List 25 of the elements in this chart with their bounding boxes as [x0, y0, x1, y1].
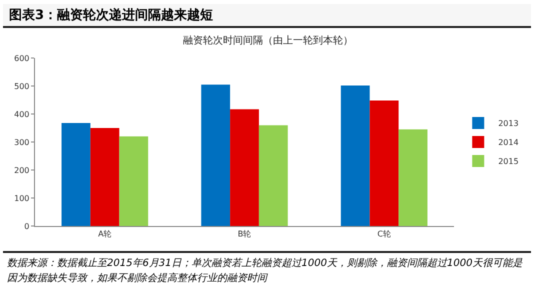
- bar: [370, 100, 399, 226]
- y-tick-label: 500: [14, 82, 30, 91]
- source-note: 数据来源：数据截止至2015年6月31日；单次融资若上轮融资超过1000天，则剔除，融资间隔超过1000天很可能是因为数据缺失导致，如果不剔除会提高整体行业的融资时间: [3, 251, 531, 289]
- legend-label: 2015: [498, 157, 519, 166]
- bar: [201, 84, 230, 226]
- y-tick-label: 400: [14, 110, 30, 119]
- y-tick-label: 200: [14, 166, 30, 175]
- x-tick-label: B轮: [238, 230, 252, 239]
- x-tick-label: C轮: [377, 230, 391, 239]
- y-tick-label: 100: [14, 194, 30, 203]
- chart-title: 图表3：融资轮次递进间隔越来越短: [3, 4, 531, 28]
- y-tick-label: 600: [14, 54, 30, 63]
- x-tick-label: A轮: [98, 230, 112, 239]
- legend-label: 2013: [498, 119, 519, 128]
- bar: [90, 128, 120, 226]
- y-tick-label: 0: [24, 222, 30, 231]
- bar: [119, 136, 148, 226]
- bar: [398, 129, 428, 226]
- y-tick-label: 300: [14, 138, 30, 147]
- bar: [62, 122, 90, 226]
- chart-subtitle: 融资轮次时间间隔（由上一轮到本轮）: [183, 34, 353, 47]
- bar: [230, 109, 259, 226]
- bar: [258, 125, 288, 226]
- bar: [340, 85, 370, 226]
- legend-label: 2014: [498, 138, 519, 148]
